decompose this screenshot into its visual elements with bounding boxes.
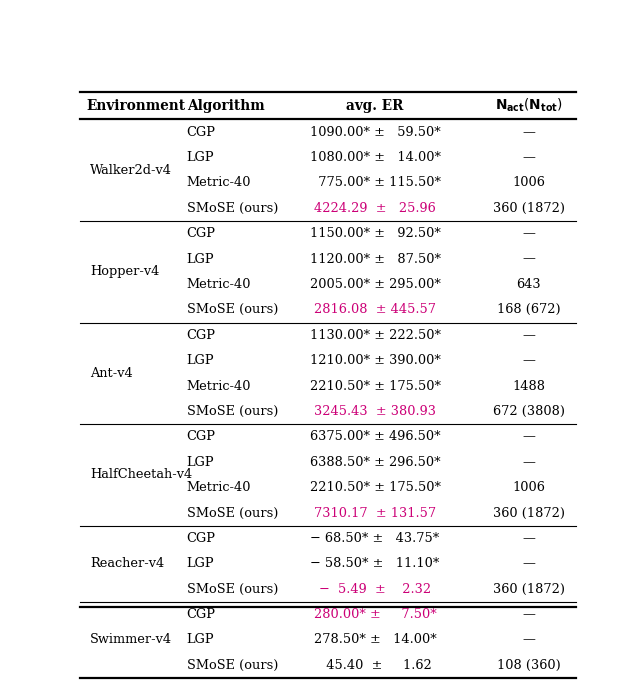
Text: 2210.50* ± 175.50*: 2210.50* ± 175.50* — [310, 380, 440, 392]
Text: SMoSE (ours): SMoSE (ours) — [187, 202, 278, 215]
Text: 775.00* ± 115.50*: 775.00* ± 115.50* — [310, 177, 440, 190]
Text: 278.50* ±   14.00*: 278.50* ± 14.00* — [314, 633, 436, 646]
Text: —: — — [522, 557, 535, 570]
Text: SMoSE (ours): SMoSE (ours) — [187, 304, 278, 317]
Text: Metric-40: Metric-40 — [187, 481, 251, 494]
Text: 3245.43  ± 380.93: 3245.43 ± 380.93 — [314, 405, 436, 418]
Text: SMoSE (ours): SMoSE (ours) — [187, 405, 278, 418]
Text: Environment: Environment — [86, 99, 185, 113]
Text: —: — — [522, 126, 535, 139]
Text: Metric-40: Metric-40 — [187, 177, 251, 190]
Text: Algorithm: Algorithm — [187, 99, 264, 113]
Text: CGP: CGP — [187, 532, 216, 545]
Text: —: — — [522, 227, 535, 240]
Text: $\mathbf{N}_{\mathbf{act}}(\mathbf{N}_{\mathbf{tot}})$: $\mathbf{N}_{\mathbf{act}}(\mathbf{N}_{\… — [495, 97, 563, 115]
Text: 1080.00* ±   14.00*: 1080.00* ± 14.00* — [310, 151, 440, 164]
Text: —: — — [522, 430, 535, 443]
Text: CGP: CGP — [187, 608, 216, 621]
Text: 1006: 1006 — [513, 481, 545, 494]
Text: 1120.00* ±   87.50*: 1120.00* ± 87.50* — [310, 253, 440, 266]
Text: 360 (1872): 360 (1872) — [493, 506, 565, 519]
Text: 643: 643 — [516, 278, 541, 291]
Text: Hopper-v4: Hopper-v4 — [90, 265, 159, 278]
Text: LGP: LGP — [187, 151, 214, 164]
Text: CGP: CGP — [187, 227, 216, 240]
Text: HalfCheetah-v4: HalfCheetah-v4 — [90, 469, 192, 482]
Text: —: — — [522, 151, 535, 164]
Text: 2005.00* ± 295.00*: 2005.00* ± 295.00* — [310, 278, 440, 291]
Text: − 58.50* ±   11.10*: − 58.50* ± 11.10* — [310, 557, 440, 570]
Text: —: — — [522, 633, 535, 646]
Text: avg. ER: avg. ER — [346, 99, 404, 113]
Text: —: — — [522, 253, 535, 266]
Text: 7310.17  ± 131.57: 7310.17 ± 131.57 — [314, 506, 436, 519]
Text: CGP: CGP — [187, 430, 216, 443]
Text: Ant-v4: Ant-v4 — [90, 367, 132, 380]
Text: 1488: 1488 — [513, 380, 545, 392]
Text: Reacher-v4: Reacher-v4 — [90, 557, 164, 570]
Text: SMoSE (ours): SMoSE (ours) — [187, 506, 278, 519]
Text: Metric-40: Metric-40 — [187, 278, 251, 291]
Text: 1210.00* ± 390.00*: 1210.00* ± 390.00* — [310, 354, 440, 367]
Text: —: — — [522, 608, 535, 621]
Text: 2816.08  ± 445.57: 2816.08 ± 445.57 — [314, 304, 436, 317]
Text: CGP: CGP — [187, 329, 216, 342]
Text: 1130.00* ± 222.50*: 1130.00* ± 222.50* — [310, 329, 440, 342]
Text: Swimmer-v4: Swimmer-v4 — [90, 633, 172, 646]
Text: 360 (1872): 360 (1872) — [493, 583, 565, 596]
Text: LGP: LGP — [187, 354, 214, 367]
Text: −  5.49  ±    2.32: − 5.49 ± 2.32 — [319, 583, 431, 596]
Text: CGP: CGP — [187, 126, 216, 139]
Text: 168 (672): 168 (672) — [497, 304, 561, 317]
Text: LGP: LGP — [187, 633, 214, 646]
Text: Metric-40: Metric-40 — [187, 380, 251, 392]
Text: 2210.50* ± 175.50*: 2210.50* ± 175.50* — [310, 481, 440, 494]
Text: 1006: 1006 — [513, 177, 545, 190]
Text: 1090.00* ±   59.50*: 1090.00* ± 59.50* — [310, 126, 440, 139]
Text: 280.00* ±     7.50*: 280.00* ± 7.50* — [314, 608, 436, 621]
Text: 6388.50* ± 296.50*: 6388.50* ± 296.50* — [310, 455, 440, 469]
Text: SMoSE (ours): SMoSE (ours) — [187, 583, 278, 596]
Text: LGP: LGP — [187, 557, 214, 570]
Text: − 68.50* ±   43.75*: − 68.50* ± 43.75* — [310, 532, 440, 545]
Text: 1150.00* ±   92.50*: 1150.00* ± 92.50* — [310, 227, 440, 240]
Text: Walker2d-v4: Walker2d-v4 — [90, 164, 172, 177]
Text: SMoSE (ours): SMoSE (ours) — [187, 659, 278, 672]
Text: 4224.29  ±   25.96: 4224.29 ± 25.96 — [314, 202, 436, 215]
Text: 672 (3808): 672 (3808) — [493, 405, 565, 418]
Text: LGP: LGP — [187, 455, 214, 469]
Text: 45.40  ±     1.62: 45.40 ± 1.62 — [318, 659, 432, 672]
Text: 6375.00* ± 496.50*: 6375.00* ± 496.50* — [310, 430, 440, 443]
Text: 360 (1872): 360 (1872) — [493, 202, 565, 215]
Text: —: — — [522, 329, 535, 342]
Text: —: — — [522, 532, 535, 545]
Text: 108 (360): 108 (360) — [497, 659, 561, 672]
Text: —: — — [522, 455, 535, 469]
Text: —: — — [522, 354, 535, 367]
Text: LGP: LGP — [187, 253, 214, 266]
